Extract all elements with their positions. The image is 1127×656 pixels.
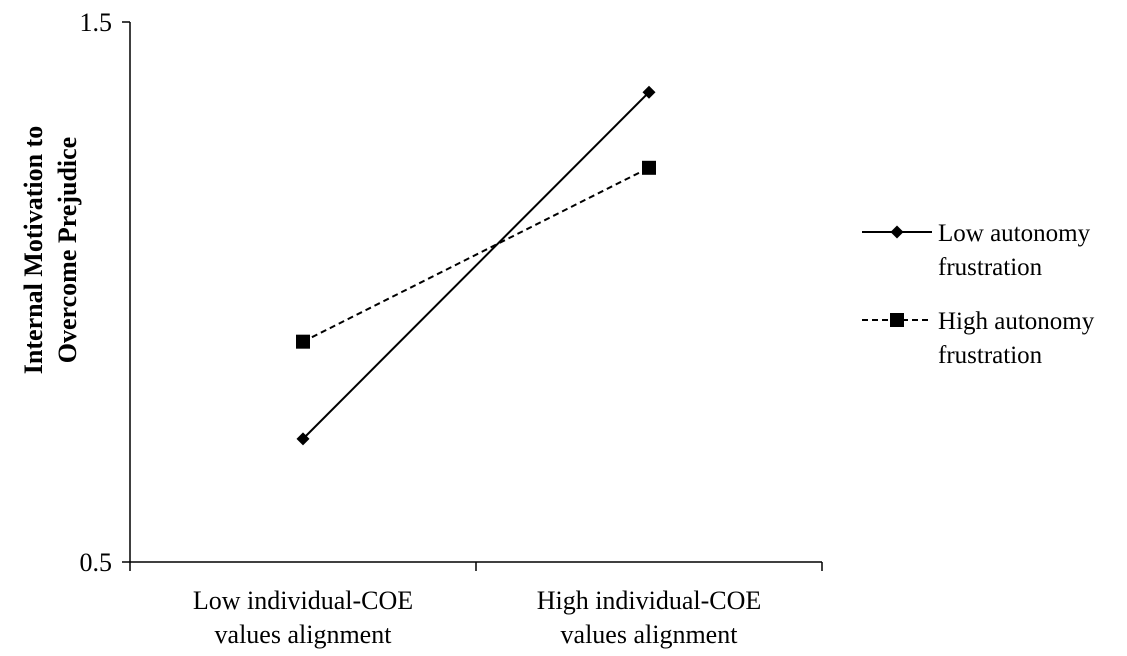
series-0-point-0 xyxy=(296,432,310,446)
legend-label-high-autonomy-line2: frustration xyxy=(938,342,1043,369)
series-0-point-1 xyxy=(642,85,656,99)
legend-label-low-autonomy-line2: frustration xyxy=(938,254,1043,281)
series-line-1 xyxy=(302,166,650,343)
y-axis-label-line2: Overcome Prejudice xyxy=(53,137,82,363)
legend-marker-square xyxy=(890,313,904,327)
axes: 1.5 0.5 Low individual-COE values alignm… xyxy=(19,8,823,649)
series-1-point-1 xyxy=(642,160,656,175)
x-tick-label-low-line1: Low individual-COE xyxy=(193,586,413,615)
y-tick-label-top: 1.5 xyxy=(80,8,113,37)
y-tick-label-bottom: 0.5 xyxy=(80,548,113,577)
series-1-point-0 xyxy=(296,334,310,349)
y-axis-label-line1: Internal Motivation to xyxy=(19,126,48,374)
series-line-0 xyxy=(302,91,650,440)
x-tick-label-high-line1: High individual-COE xyxy=(537,586,762,615)
x-tick-label-high-line2: values alignment xyxy=(561,620,739,649)
legend-label-low-autonomy-line1: Low autonomy xyxy=(938,220,1091,247)
x-tick-label-low-line2: values alignment xyxy=(215,620,393,649)
plot-area xyxy=(296,85,656,446)
legend-label-high-autonomy-line1: High autonomy xyxy=(938,308,1095,335)
legend: Low autonomy frustration High autonomy f… xyxy=(862,220,1095,369)
legend-marker-diamond xyxy=(890,225,904,239)
